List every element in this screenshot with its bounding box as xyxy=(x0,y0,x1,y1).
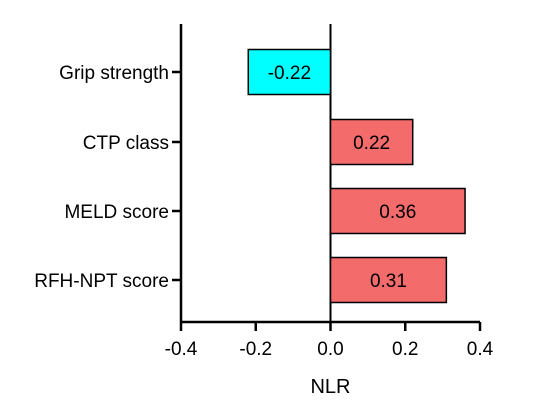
bar-grip-strength xyxy=(247,48,332,96)
bar-value-label: 0.31 xyxy=(370,271,407,292)
category-label: MELD score xyxy=(64,202,169,223)
x-tick-label: -0.2 xyxy=(239,339,272,360)
bar-value-label: 0.22 xyxy=(353,133,390,154)
bar-meld-score xyxy=(329,187,466,235)
x-tick-label: 0.4 xyxy=(467,339,494,360)
category-labels: Grip strength CTP class MELD score RFH-NPT … xyxy=(34,63,181,292)
x-tick-label: -0.4 xyxy=(165,339,198,360)
category-label: RFH-NPT score xyxy=(34,271,169,292)
x-ticks: -0.4 -0.2 0.0 0.2 0.4 xyxy=(165,322,494,360)
bar-value-label: 0.36 xyxy=(379,202,416,223)
category-label: CTP class xyxy=(83,133,169,154)
x-tick-label: 0.0 xyxy=(317,339,343,360)
bar-value-label: -0.22 xyxy=(268,63,311,84)
category-label: Grip strength xyxy=(59,63,169,84)
bar-ctp-class xyxy=(329,118,414,166)
bar-rfh-npt-score xyxy=(329,256,448,304)
bars: -0.22 0.22 0.36 0.31 xyxy=(247,48,466,304)
x-tick-label: 0.2 xyxy=(392,339,418,360)
x-axis-title: NLR xyxy=(310,376,350,398)
